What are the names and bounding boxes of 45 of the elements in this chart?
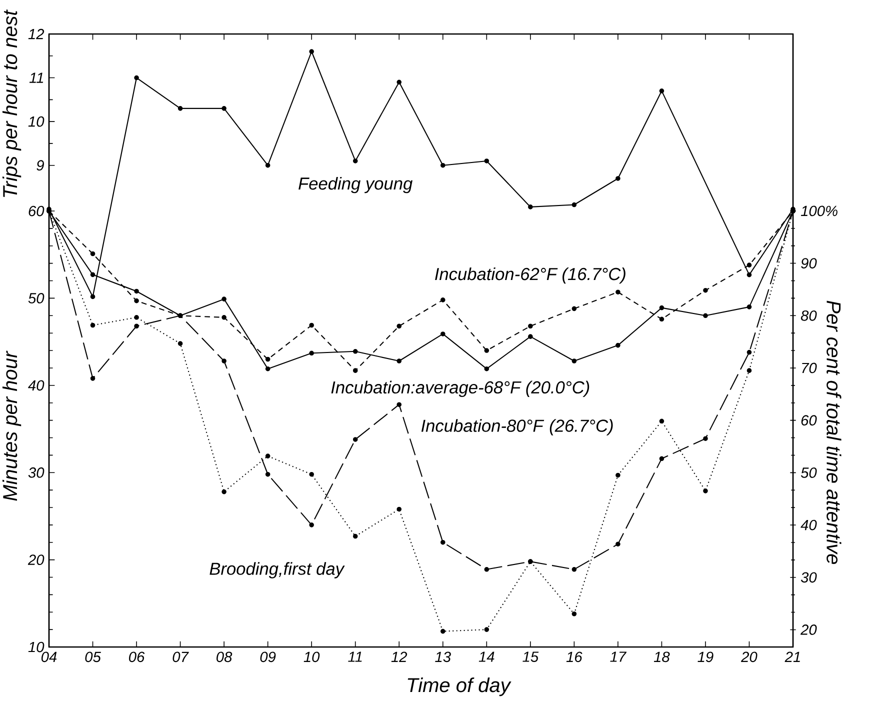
y2-tick-label: 60 [801,415,817,426]
y3-tick-label: 11 [29,72,44,83]
x-tick-label: 20 [741,652,758,662]
y-tick-label: 30 [28,467,44,478]
x-tick-label: 13 [435,652,451,662]
x-tick-label: 05 [85,652,101,662]
x-tick-label: 19 [698,652,714,662]
series-label: Incubation-80°F (26.7°C) [421,419,613,436]
y-tick-label: 60 [28,206,44,216]
x-tick-label: 16 [566,652,582,662]
series-label: Incubation:average-68°F (20.0°C) [331,380,590,397]
y2-tick-label: 40 [800,520,817,530]
x-tick-label: 10 [304,652,320,662]
x-tick-label: 14 [478,652,494,662]
y2-tick-label: 70 [802,362,817,374]
x-tick-label: 15 [522,652,539,662]
x-tick-label: 08 [216,652,232,662]
series-label: Incubation-62°F (16.7°C) [435,267,626,284]
x-tick-label: 06 [129,652,145,662]
y-axis-title: Minutes per hour [2,350,22,501]
series-label: Feeding young [298,176,413,194]
y2-tick-label: 80 [800,310,817,321]
x-axis-title: Time of day [408,678,512,696]
y-tick-label: 10 [28,642,44,652]
y-tick-label: 40 [28,380,44,391]
x-tick-label: 12 [391,652,408,662]
y3-tick-label: 12 [28,28,44,40]
series-label: Brooding,first day [210,562,345,578]
y-tick-label: 20 [28,554,44,565]
y-tick-label: 50 [28,293,44,304]
y2-axis-title: Per cent of total time attentive [826,300,842,564]
y3-axis-title: Trips per hour to nest [2,10,22,197]
x-tick-label: 04 [41,652,57,662]
y2-tick-label: 20 [800,624,817,635]
y2-tick-label: 30 [800,572,817,583]
x-tick-label: 21 [784,652,800,662]
y2-tick-label: 100% [800,206,838,216]
y2-tick-label: 50 [800,468,817,478]
x-tick-label: 07 [172,652,189,662]
y3-tick-label: 9 [36,160,44,171]
y2-tick-label: 90 [801,258,817,268]
x-tick-label: 18 [654,652,670,662]
x-tick-label: 11 [348,652,362,662]
x-tick-label: 17 [610,652,627,662]
x-tick-label: 09 [260,652,276,662]
